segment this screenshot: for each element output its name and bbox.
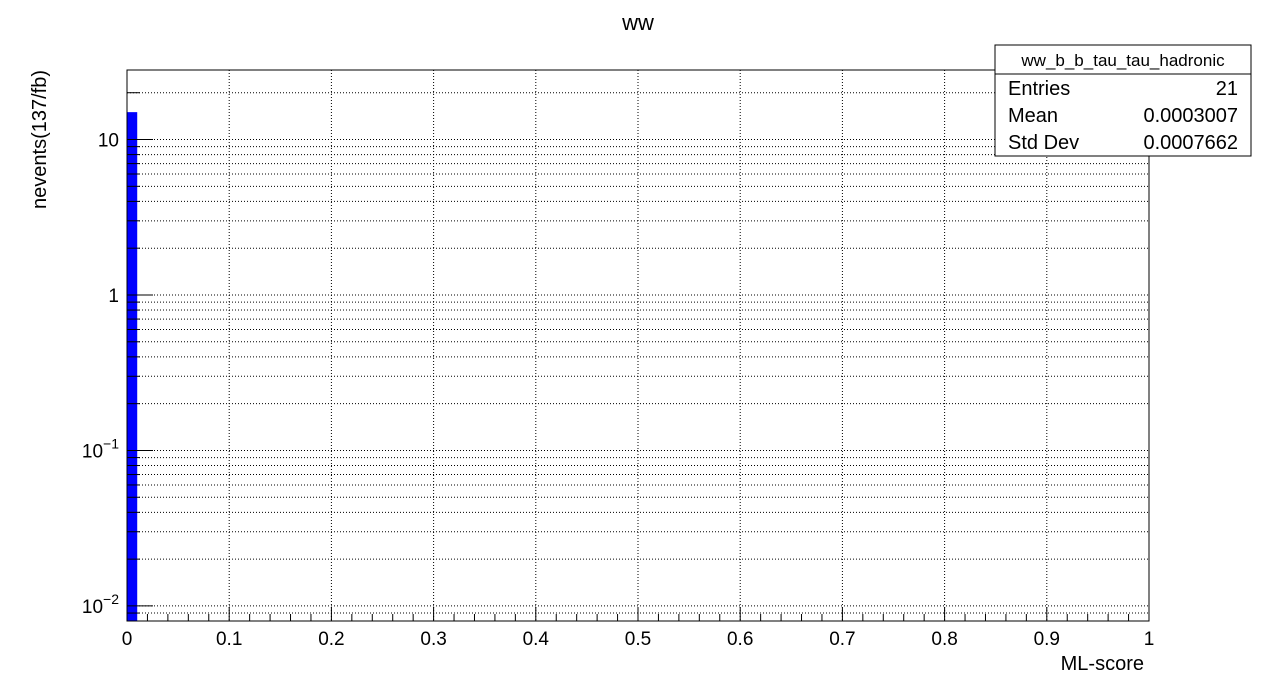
stats-stddev-value: 0.0007662 [1143,132,1238,154]
x-tick-label: 0.1 [216,629,242,650]
x-tick-label: 1 [1144,629,1155,650]
y-tick-label: 10 [98,131,119,152]
x-axis-label: ML-score [1061,653,1144,675]
x-tick-label: 0.3 [420,629,446,650]
y-tick-label: 1 [108,286,119,307]
x-tick-label: 0.7 [829,629,855,650]
y-axis-label: nevents(137/fb) [29,70,51,209]
histogram-bar [127,112,138,621]
stats-box: ww_b_b_tau_tau_hadronic Entries 21 Mean … [994,44,1252,157]
y-tick-labels: 10−2 10−1 1 10 [82,131,119,618]
x-tick-label: 0.2 [318,629,344,650]
axis-ticks [126,92,1150,622]
x-tick-label: 0.6 [727,629,753,650]
x-tick-label: 0.5 [625,629,651,650]
chart-title: ww [621,10,654,35]
stats-mean-value: 0.0003007 [1143,105,1238,127]
stats-stddev-label: Std Dev [1008,132,1079,154]
y-tick-label: 10−2 [82,591,119,618]
stats-entries-label: Entries [1008,78,1070,100]
histogram-bars [127,112,138,621]
stats-mean-label: Mean [1008,105,1058,127]
x-tick-label: 0.4 [523,629,550,650]
stats-box-name: ww_b_b_tau_tau_hadronic [1020,51,1225,70]
x-tick-label: 0.9 [1034,629,1060,650]
y-tick-label: 10−1 [82,435,119,462]
stats-box-frame [994,44,1252,157]
x-tick-labels: 0 0.1 0.2 0.3 0.4 0.5 0.6 0.7 0.8 0.9 1 [122,629,1155,650]
stats-entries-value: 21 [1216,78,1238,100]
x-tick-label: 0 [122,629,133,650]
x-tick-label: 0.8 [931,629,957,650]
grid-lines [127,70,1149,622]
